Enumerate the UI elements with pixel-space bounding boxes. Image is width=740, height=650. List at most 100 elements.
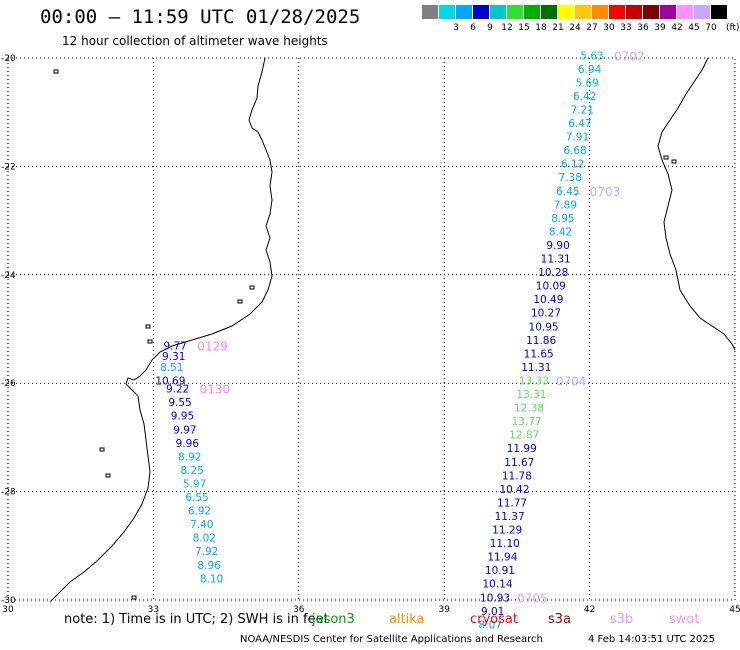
wave-height-value: 11.10 xyxy=(490,538,520,550)
wave-height-value: 6.92 xyxy=(188,506,211,518)
island-outline xyxy=(237,299,243,304)
lon-tick-label: 33 xyxy=(148,605,159,615)
wave-height-value: 11.99 xyxy=(507,443,537,455)
map-subtitle: 12 hour collection of altimeter wave hei… xyxy=(62,34,328,48)
wave-height-value: 6.45 xyxy=(556,186,579,198)
wave-height-value: 9.31 xyxy=(162,351,185,363)
lon-tick-label: 42 xyxy=(584,605,595,615)
wave-height-value: 5.63 xyxy=(580,50,603,62)
scale-label: 12 xyxy=(501,23,513,33)
scale-swatch xyxy=(592,5,609,19)
wave-height-value: 10.49 xyxy=(533,294,563,306)
wave-height-value: 11.31 xyxy=(541,254,571,266)
wave-height-value: 5.97 xyxy=(183,478,206,490)
wave-height-value: 8.02 xyxy=(193,533,216,545)
wave-height-value: 9.77 xyxy=(164,340,187,352)
credit-line: NOAA/NESDIS Center for Satellite Applica… xyxy=(240,634,543,645)
pass-time-label: 0129 xyxy=(197,339,228,353)
lon-tick-label: 30 xyxy=(2,605,14,615)
pass-time-label: 0702 xyxy=(614,49,645,63)
wave-height-value: 10.14 xyxy=(482,579,512,591)
wave-height-value: 8.42 xyxy=(549,226,572,238)
scale-swatch xyxy=(575,5,592,19)
wave-height-value: 9.96 xyxy=(176,438,200,450)
satellite-legend-item: jason3 xyxy=(312,612,355,627)
scale-swatch xyxy=(694,5,711,19)
wave-height-value: 8.96 xyxy=(197,560,221,572)
scale-label: 70 xyxy=(705,23,717,33)
scale-swatch xyxy=(507,5,524,19)
wave-height-value: 10.69 xyxy=(155,375,185,387)
pass-time-label: 0703 xyxy=(590,185,621,199)
madagascar-coastline xyxy=(657,57,736,351)
africa-coastline xyxy=(49,57,273,603)
lon-tick-label: 36 xyxy=(293,605,305,615)
satellite-track: 5.63 6.945.69 6.427.21 6.47 7.916.68 6.127.38… xyxy=(559,49,645,184)
wave-height-value: 9.95 xyxy=(171,411,194,423)
wave-height-value: 10.27 xyxy=(531,308,561,320)
scale-label: 30 xyxy=(603,23,615,33)
wave-height-value: 10.91 xyxy=(485,565,515,577)
wave-height-value: 8.95 xyxy=(551,213,574,225)
scale-label: 21 xyxy=(552,23,564,33)
pass-time-label: 0130 xyxy=(200,383,231,397)
scale-unit: (ft) xyxy=(726,23,740,33)
wave-height-value: 12.38 xyxy=(514,403,544,415)
generation-timestamp: 4 Feb 14:03:51 UTC 2025 xyxy=(588,634,715,645)
satellite-legend-item: cryosat xyxy=(470,612,518,627)
wave-height-value: 13.77 xyxy=(512,416,542,428)
wave-height-value: 11.78 xyxy=(502,470,532,482)
wave-height-value: 6.12 xyxy=(561,159,584,171)
map-frame xyxy=(7,57,736,601)
scale-swatch xyxy=(558,5,575,19)
wave-height-value: 5.69 xyxy=(575,77,598,89)
pass-time-label: 0705 xyxy=(517,591,548,605)
scale-label: 24 xyxy=(569,23,581,33)
scale-swatch xyxy=(660,5,677,19)
scale-label: 33 xyxy=(620,23,632,33)
scale-swatch xyxy=(473,5,490,19)
island-outline xyxy=(671,159,677,164)
scale-swatch xyxy=(677,5,694,19)
lat-tick-label: -24 xyxy=(1,271,16,281)
scale-label: 18 xyxy=(535,23,547,33)
wave-height-value: 11.37 xyxy=(495,511,525,523)
lat-tick-label: -26 xyxy=(1,379,16,389)
island-outline xyxy=(145,324,151,329)
lon-tick-label: 39 xyxy=(438,605,450,615)
scale-label: 15 xyxy=(518,23,530,33)
wave-height-value: 9.97 xyxy=(173,424,196,436)
scale-swatch xyxy=(609,5,626,19)
scale-swatch xyxy=(490,5,507,19)
lat-tick-label: -20 xyxy=(1,54,16,64)
wave-height-value: 6.42 xyxy=(573,91,596,103)
wave-height-value: 7.91 xyxy=(566,132,589,144)
wave-height-value: 10.95 xyxy=(529,321,559,333)
pass-time-label: 0704 xyxy=(556,374,587,388)
scale-swatch xyxy=(524,5,541,19)
wave-height-value: 8.10 xyxy=(200,573,223,585)
wave-height-value: 11.29 xyxy=(492,525,522,537)
axis-tick-labels: 30 33 36 39 42 45 -20 -22 -24 -26 -28 -30 xyxy=(1,54,740,615)
scale-swatch xyxy=(711,5,728,19)
scale-label: 42 xyxy=(671,23,683,33)
island-outline xyxy=(663,155,669,160)
lat-tick-label: -28 xyxy=(1,488,16,498)
island-outline xyxy=(105,473,111,478)
scale-swatch xyxy=(643,5,660,19)
island-outline xyxy=(249,285,255,290)
scale-swatch xyxy=(626,5,643,19)
satellite-legend-item: altika xyxy=(389,612,425,627)
wave-height-value: 7.40 xyxy=(190,519,213,531)
wave-height-value: 11.65 xyxy=(524,348,554,360)
wave-height-value: 6.55 xyxy=(185,492,208,504)
wave-height-value: 8.92 xyxy=(178,451,201,463)
satellite-track: 9.229.55 9.959.97 9.968.92 8.255.97 6.55 6.92… xyxy=(166,383,230,586)
scale-label: 39 xyxy=(654,23,666,33)
wave-height-value: 9.90 xyxy=(546,240,569,252)
wave-height-value: 8.25 xyxy=(180,465,203,477)
wave-height-value: 12.87 xyxy=(509,430,539,442)
